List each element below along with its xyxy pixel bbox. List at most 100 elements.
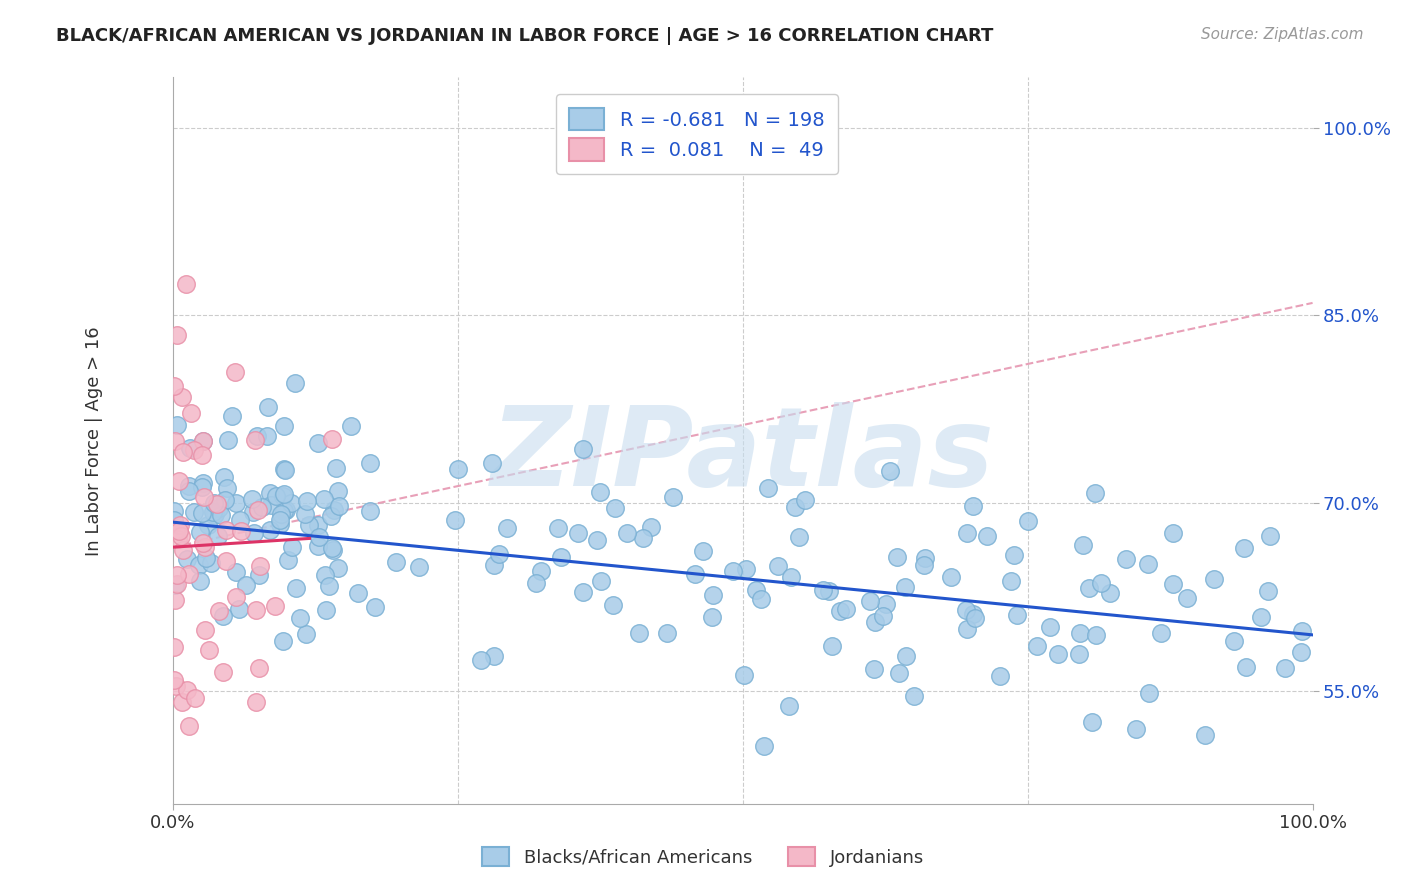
Point bbox=[1005, 608, 1028, 623]
Point bbox=[179, 478, 201, 492]
Point bbox=[662, 490, 685, 504]
Point bbox=[990, 669, 1012, 683]
Point bbox=[894, 649, 917, 664]
Point bbox=[191, 434, 214, 448]
Point bbox=[1250, 610, 1272, 624]
Point bbox=[170, 695, 193, 709]
Point bbox=[165, 577, 187, 591]
Point bbox=[297, 494, 319, 508]
Point bbox=[242, 505, 264, 519]
Point bbox=[177, 483, 200, 498]
Point bbox=[821, 639, 844, 653]
Point bbox=[259, 485, 281, 500]
Point bbox=[572, 585, 595, 599]
Point bbox=[585, 533, 607, 548]
Point bbox=[955, 603, 977, 617]
Point bbox=[1222, 633, 1244, 648]
Point bbox=[1025, 640, 1047, 654]
Point bbox=[191, 536, 214, 550]
Point bbox=[322, 503, 344, 517]
Point bbox=[347, 586, 370, 600]
Point bbox=[605, 501, 627, 516]
Point bbox=[224, 590, 246, 604]
Point bbox=[308, 530, 330, 544]
Point bbox=[1289, 645, 1312, 659]
Point bbox=[482, 648, 505, 663]
Point bbox=[835, 602, 858, 616]
Point bbox=[200, 556, 222, 570]
Point bbox=[571, 442, 593, 456]
Point bbox=[193, 434, 215, 449]
Point bbox=[298, 517, 321, 532]
Point bbox=[225, 565, 247, 579]
Point bbox=[702, 610, 724, 624]
Text: ZIPatlas: ZIPatlas bbox=[491, 401, 994, 508]
Point bbox=[793, 492, 815, 507]
Legend: Blacks/African Americans, Jordanians: Blacks/African Americans, Jordanians bbox=[475, 840, 931, 874]
Point bbox=[886, 550, 908, 565]
Point bbox=[1274, 661, 1296, 675]
Point bbox=[166, 567, 188, 582]
Point bbox=[733, 668, 755, 682]
Point bbox=[271, 489, 294, 503]
Point bbox=[190, 480, 212, 494]
Point bbox=[204, 496, 226, 510]
Point bbox=[194, 624, 217, 638]
Point bbox=[224, 365, 246, 379]
Point bbox=[247, 568, 270, 582]
Point bbox=[547, 521, 569, 535]
Point bbox=[257, 400, 280, 414]
Point bbox=[1258, 529, 1281, 543]
Point bbox=[1115, 551, 1137, 566]
Point bbox=[787, 530, 810, 544]
Point bbox=[205, 497, 228, 511]
Point bbox=[894, 580, 917, 594]
Point bbox=[247, 660, 270, 674]
Point bbox=[256, 429, 278, 443]
Point bbox=[631, 531, 654, 545]
Point bbox=[191, 448, 214, 462]
Point bbox=[166, 328, 188, 343]
Point bbox=[470, 652, 492, 666]
Point bbox=[914, 551, 936, 566]
Point bbox=[215, 523, 238, 537]
Point bbox=[956, 623, 979, 637]
Point bbox=[314, 567, 336, 582]
Point bbox=[1099, 586, 1122, 600]
Point bbox=[166, 577, 188, 591]
Point bbox=[962, 607, 984, 621]
Y-axis label: In Labor Force | Age > 16: In Labor Force | Age > 16 bbox=[86, 326, 103, 556]
Point bbox=[208, 500, 231, 515]
Point bbox=[589, 574, 612, 588]
Point bbox=[783, 500, 806, 514]
Point bbox=[359, 456, 381, 470]
Point bbox=[184, 691, 207, 706]
Point bbox=[169, 529, 191, 543]
Point bbox=[276, 503, 298, 517]
Point bbox=[215, 554, 238, 568]
Point bbox=[408, 559, 430, 574]
Point bbox=[889, 665, 911, 680]
Point bbox=[167, 524, 190, 538]
Point bbox=[326, 561, 349, 575]
Point bbox=[214, 470, 236, 484]
Point bbox=[657, 625, 679, 640]
Point bbox=[778, 698, 800, 713]
Point bbox=[318, 579, 340, 593]
Point bbox=[166, 417, 188, 432]
Point bbox=[221, 409, 243, 424]
Point bbox=[273, 504, 295, 518]
Point bbox=[243, 525, 266, 540]
Point bbox=[1085, 627, 1108, 641]
Point bbox=[325, 460, 347, 475]
Point bbox=[281, 540, 304, 554]
Point bbox=[217, 433, 239, 447]
Point bbox=[359, 504, 381, 518]
Point bbox=[162, 640, 184, 654]
Point bbox=[862, 662, 884, 676]
Point bbox=[1069, 647, 1091, 661]
Point bbox=[1017, 514, 1039, 528]
Point bbox=[197, 517, 219, 532]
Point bbox=[1046, 647, 1069, 661]
Point bbox=[195, 550, 218, 565]
